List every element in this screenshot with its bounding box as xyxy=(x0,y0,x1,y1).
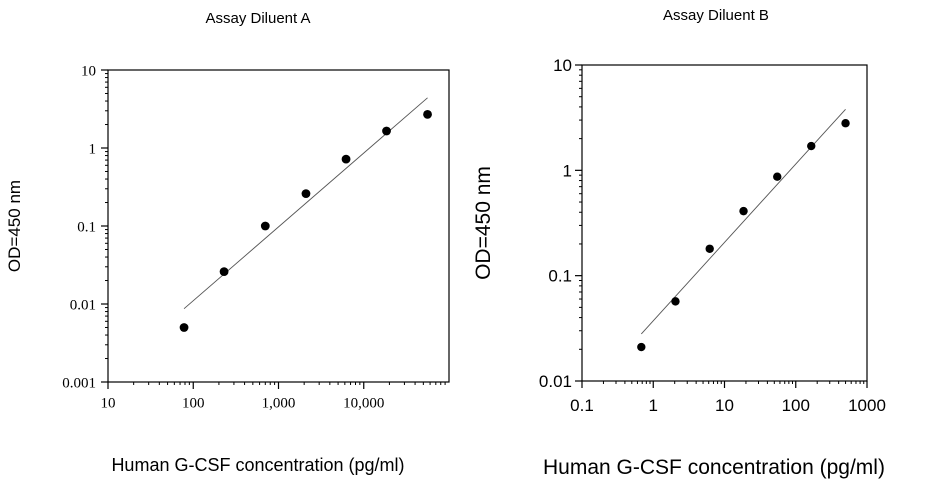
y-tick-label: 10 xyxy=(81,63,96,79)
chart-a-x-label: Human G-CSF concentration (pg/ml) xyxy=(111,455,404,475)
x-tick-label: 100 xyxy=(782,396,810,415)
chart-a-plot-frame xyxy=(107,69,450,383)
y-tick-label: 1 xyxy=(563,161,572,180)
y-tick-label: 0.1 xyxy=(548,267,572,286)
data-point xyxy=(260,221,270,231)
x-tick-label: 1,000 xyxy=(262,395,296,411)
y-tick-label: 0.001 xyxy=(62,375,96,391)
x-tick-label: 1000 xyxy=(848,396,886,415)
data-point xyxy=(841,119,850,128)
data-point xyxy=(179,323,189,332)
data-point xyxy=(637,342,646,352)
chart-a-fit-line xyxy=(183,97,428,310)
chart-b-points xyxy=(637,119,850,352)
data-point xyxy=(773,172,782,181)
data-point xyxy=(301,189,311,199)
data-point xyxy=(705,244,714,253)
chart-b: Assay Diluent B 0.01 0.1 1 10 0.1 1 10 100 1000… xyxy=(472,7,886,479)
data-point xyxy=(807,141,816,151)
data-point xyxy=(219,267,229,277)
chart-a-title: Assay Diluent A xyxy=(205,10,310,27)
chart-a-x-axis: 10 100 1,000 10,000 xyxy=(101,382,446,411)
data-point xyxy=(382,126,391,136)
data-point xyxy=(341,154,351,164)
chart-a-y-label: OD=450 nm xyxy=(5,180,24,272)
y-tick-label: 0.01 xyxy=(70,297,96,313)
chart-b-x-axis: 0.1 1 10 100 1000 xyxy=(570,381,886,415)
data-point xyxy=(671,297,680,306)
y-tick-label: 0.1 xyxy=(77,219,96,235)
data-point xyxy=(423,109,432,119)
chart-b-x-label: Human G-CSF concentration (pg/ml) xyxy=(543,456,885,479)
chart-b-y-label: OD=450 nm xyxy=(472,166,495,280)
chart-a: Assay Diluent A 0.001 0.01 0.1 1 10 10 100 1,0… xyxy=(5,10,450,475)
y-tick-label: 0.01 xyxy=(539,372,572,391)
x-tick-label: 1 xyxy=(649,396,658,415)
x-tick-label: 10 xyxy=(101,395,116,411)
x-tick-label: 0.1 xyxy=(570,396,594,415)
chart-b-title: Assay Diluent B xyxy=(663,7,769,24)
y-tick-label: 1 xyxy=(89,141,97,157)
y-tick-label: 10 xyxy=(553,56,572,75)
x-tick-label: 10,000 xyxy=(343,395,384,411)
data-point xyxy=(739,206,748,216)
chart-b-plot-frame xyxy=(581,64,868,382)
chart-a-points xyxy=(179,109,432,332)
x-tick-label: 10 xyxy=(715,396,734,415)
x-tick-label: 100 xyxy=(182,395,205,411)
chart-a-y-axis: 0.001 0.01 0.1 1 10 xyxy=(62,63,108,391)
chart-b-y-axis: 0.01 0.1 1 10 xyxy=(539,56,582,391)
